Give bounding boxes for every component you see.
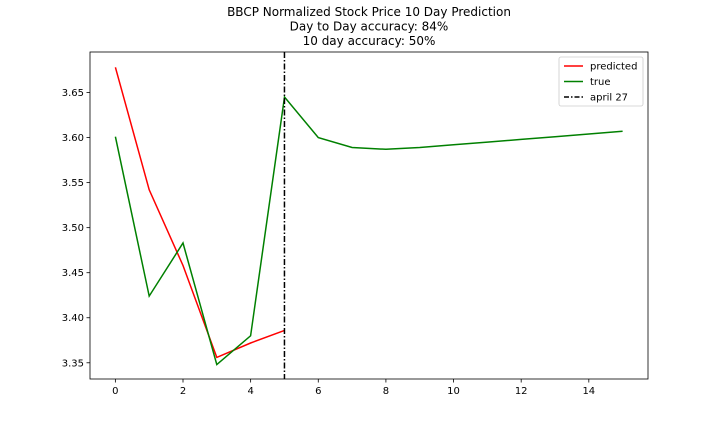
x-tick-label: 14 (582, 386, 595, 397)
x-tick-label: 0 (112, 386, 118, 397)
series-line-true (114, 95, 623, 366)
x-tick-label: 8 (383, 386, 389, 397)
y-tick-label: 3.65 (62, 88, 84, 99)
y-tick-label: 3.55 (62, 178, 84, 189)
series-line-predicted (114, 67, 285, 359)
y-tick-label: 3.35 (62, 358, 84, 369)
x-tick-label: 6 (315, 386, 321, 397)
title-line: 10 day accuracy: 50% (303, 34, 436, 48)
y-tick-label: 3.60 (62, 133, 84, 144)
legend-label: predicted (590, 62, 637, 73)
chart-title: BBCP Normalized Stock Price 10 Day Predi… (227, 5, 511, 48)
x-tick-label: 12 (515, 386, 528, 397)
y-tick-label: 3.50 (62, 223, 84, 234)
plot-area: 0 2 4 6 8 10 12 14 3.35 3.40 3.45 3.50 3.55 3.60 3.65 (62, 51, 649, 397)
legend-box (558, 56, 644, 107)
x-tick-label: 10 (447, 386, 460, 397)
x-tick-label: 2 (180, 386, 186, 397)
x-tick-label: 4 (247, 386, 253, 397)
title-line: Day to Day accuracy: 84% (290, 20, 449, 34)
legend-label: true (590, 77, 611, 88)
y-tick-label: 3.45 (62, 268, 84, 279)
y-tick-label: 3.40 (62, 313, 84, 324)
legend-label: april 27 (590, 93, 628, 104)
title-line: BBCP Normalized Stock Price 10 Day Predi… (227, 5, 511, 19)
legend: predicted true april 27 (558, 56, 644, 107)
axes-frame (89, 51, 649, 380)
